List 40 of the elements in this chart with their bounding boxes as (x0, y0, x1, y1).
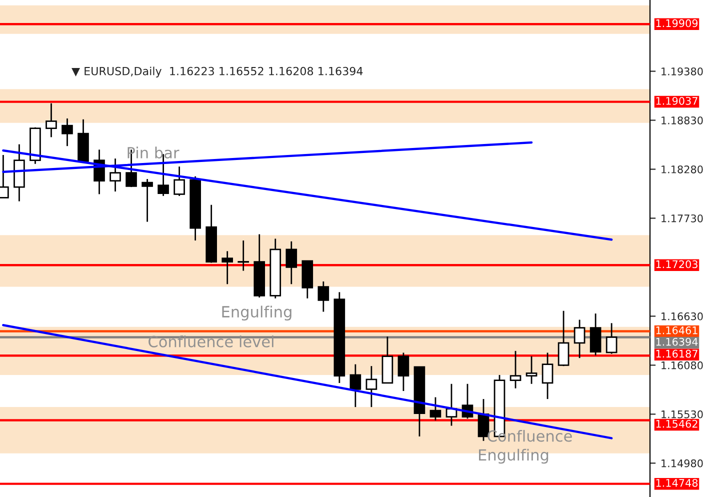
candlestick (510, 350, 522, 390)
y-tick-label: 1.19380 (662, 67, 703, 76)
ref-line-label: 1.19909 (656, 19, 698, 28)
annotation: Confluence (488, 430, 572, 442)
candlestick (222, 250, 233, 285)
candlestick (526, 356, 538, 385)
ref-line-label: 1.14748 (656, 478, 698, 487)
y-tick-label: 1.18280 (662, 165, 703, 174)
candlestick (398, 352, 410, 392)
y-tick-label: 1.17730 (662, 214, 703, 222)
annotation: Engulfing (222, 306, 292, 321)
candlestick (286, 240, 298, 285)
candlestick (318, 280, 330, 312)
candlestick (238, 240, 250, 272)
ref-line-label: 1.16394 (656, 338, 698, 346)
candlestick (542, 352, 554, 400)
y-tick-label: 1.16080 (662, 361, 703, 370)
ref-line-label: 1.16187 (656, 350, 698, 358)
y-tick-label: 1.16630 (662, 312, 703, 320)
candlestick (142, 178, 153, 222)
candlestick (62, 118, 73, 147)
candlestick (430, 396, 442, 422)
y-tick-label: 1.15530 (662, 410, 703, 418)
annotation: Confluence level (148, 336, 274, 348)
candlestick (174, 166, 185, 197)
candlestick (558, 310, 570, 367)
candlestick (366, 365, 378, 408)
ref-line-label: 1.19037 (656, 96, 698, 105)
ref-line-label: 1.17203 (656, 260, 698, 268)
candlestick (350, 364, 362, 408)
text: ▼ EURUSD,Daily 1.16223 1.16552 1.16208 1.16394 (72, 66, 363, 78)
ref-line-label: 1.16461 (656, 326, 698, 334)
candlestick (46, 102, 57, 138)
y-tick-label: 1.18830 (662, 116, 703, 124)
annotation: Engulfing (479, 448, 548, 464)
candlestick (110, 158, 121, 192)
ref-line-label: 1.15462 (656, 420, 698, 428)
y-tick-label: 1.14980 (662, 459, 703, 468)
candlestick (574, 319, 586, 359)
candlestick (606, 322, 618, 354)
